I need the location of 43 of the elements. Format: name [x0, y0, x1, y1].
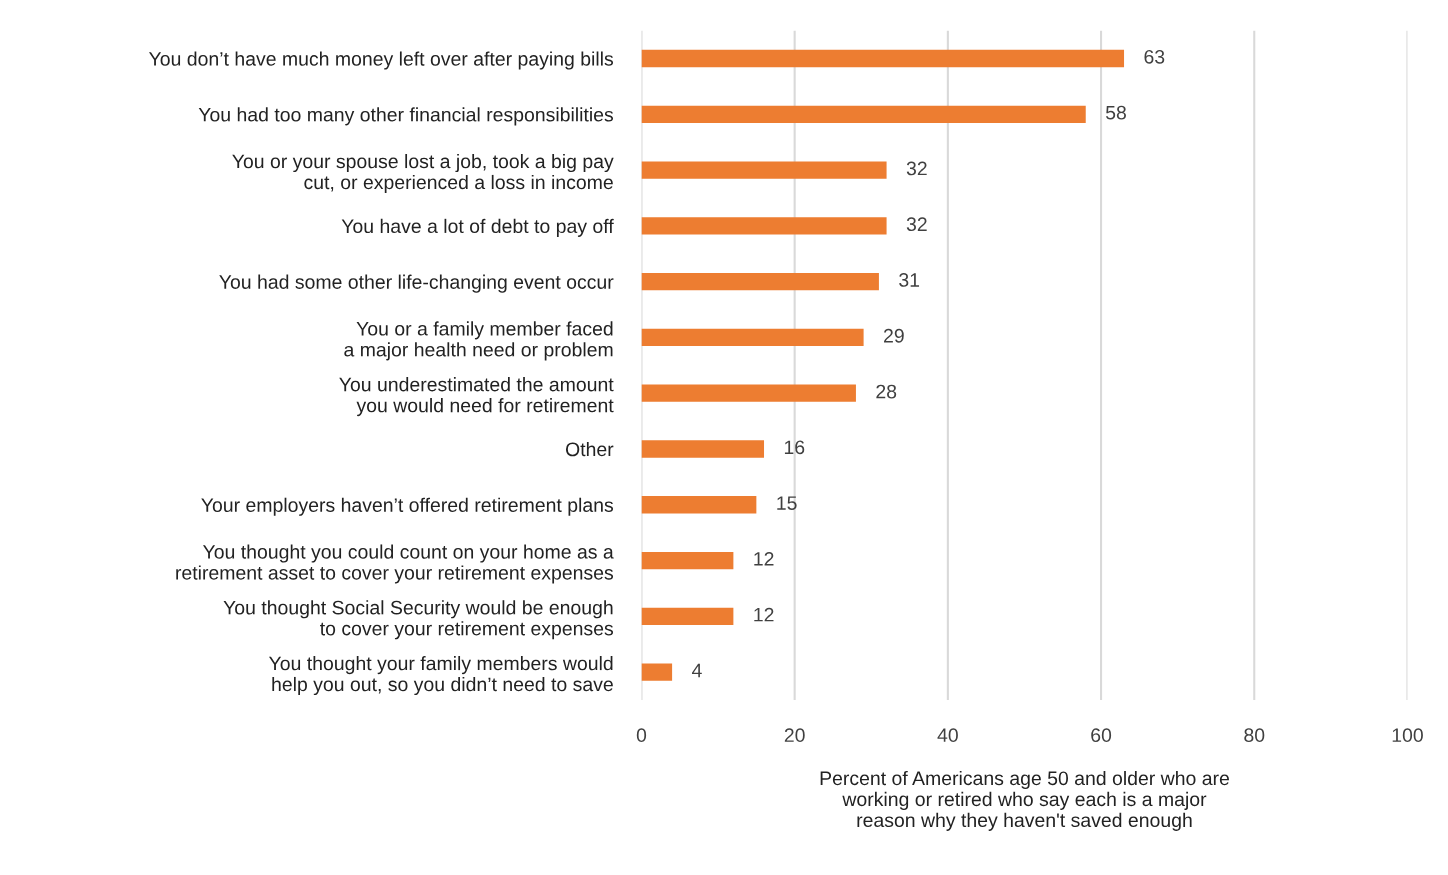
- data-label: 12: [754, 607, 774, 622]
- y-tick-label: You underestimated the amount you would need for retirement: [339, 377, 614, 417]
- bar: [641, 551, 734, 570]
- x-tick-label: 60: [1091, 728, 1112, 743]
- data-label: 63: [1144, 49, 1165, 64]
- y-tick-label: You or your spouse lost a job, took a big pay cut, or experienced a loss in income: [232, 153, 614, 194]
- y-tick-label: You have a lot of debt to pay off: [341, 218, 614, 237]
- data-label: 31: [899, 273, 920, 287]
- bar: [641, 496, 757, 514]
- bar: [641, 440, 765, 458]
- y-tick-label: You had too many other financial responsibilities: [198, 107, 614, 126]
- x-tick-label: 80: [1244, 728, 1265, 743]
- bar: [641, 328, 864, 347]
- x-axis-title: Percent of Americans age 50 and older who are working or retired who say each is a major reason why they haven't saved enough: [820, 770, 1229, 831]
- bar: [641, 161, 887, 179]
- x-tick-label: 0: [636, 728, 647, 743]
- data-label: 29: [884, 328, 904, 343]
- data-label: 16: [784, 440, 805, 455]
- y-tick-label: You or a family member faced a major health need or problem: [344, 321, 613, 361]
- data-label: 28: [876, 384, 897, 399]
- bar: [641, 384, 856, 402]
- bar: [641, 217, 887, 235]
- y-tick-label: You had some other life-changing event occur: [219, 274, 614, 293]
- x-tick-label: 20: [784, 728, 805, 743]
- data-label: 12: [754, 552, 774, 566]
- bar: [641, 49, 1125, 68]
- bar: [641, 607, 734, 625]
- y-tick-label: Your employers haven’t offered retirement plans: [201, 497, 614, 516]
- y-tick-label: You thought Social Security would be enough to cover your retirement expenses: [223, 600, 614, 640]
- bar: [641, 663, 673, 681]
- data-label: 32: [906, 217, 927, 232]
- x-tick-label: 40: [937, 728, 958, 743]
- bar: [641, 105, 1086, 123]
- data-label: 4: [691, 663, 702, 678]
- y-tick-label: You don’t have much money left over after paying bills: [149, 51, 614, 70]
- bar: [641, 272, 879, 291]
- data-label: 58: [1105, 105, 1126, 120]
- data-label: 15: [777, 496, 797, 510]
- x-tick-label: 100: [1392, 728, 1423, 743]
- y-tick-label: You thought you could count on your home as a retirement asset to cover your retirement expenses: [176, 544, 614, 584]
- y-tick-label: You thought your family members would help you out, so you didn’t need to save: [268, 656, 613, 696]
- data-label: 32: [906, 161, 927, 176]
- y-tick-label: Other: [565, 441, 614, 457]
